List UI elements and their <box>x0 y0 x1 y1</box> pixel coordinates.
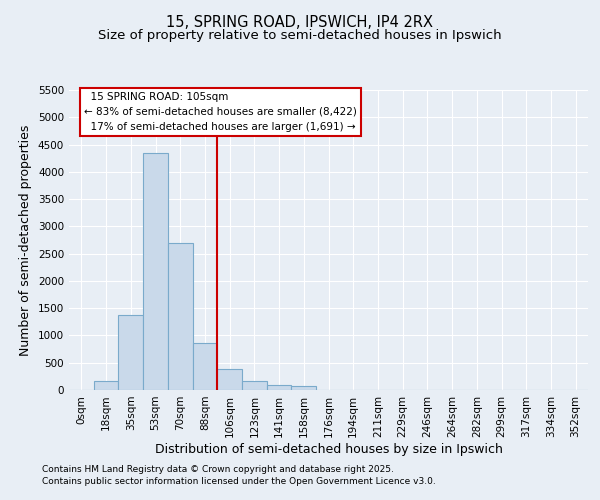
Bar <box>267 384 292 390</box>
Bar <box>217 368 242 390</box>
Bar <box>168 242 193 390</box>
X-axis label: Distribution of semi-detached houses by size in Ipswich: Distribution of semi-detached houses by … <box>155 442 502 456</box>
Text: Contains public sector information licensed under the Open Government Licence v3: Contains public sector information licen… <box>42 476 436 486</box>
Bar <box>242 380 267 390</box>
Bar <box>193 342 217 390</box>
Text: Contains HM Land Registry data © Crown copyright and database right 2025.: Contains HM Land Registry data © Crown c… <box>42 466 394 474</box>
Bar <box>143 152 168 390</box>
Text: 15, SPRING ROAD, IPSWICH, IP4 2RX: 15, SPRING ROAD, IPSWICH, IP4 2RX <box>167 15 433 30</box>
Bar <box>94 380 118 390</box>
Y-axis label: Number of semi-detached properties: Number of semi-detached properties <box>19 124 32 356</box>
Bar <box>292 386 316 390</box>
Text: Size of property relative to semi-detached houses in Ipswich: Size of property relative to semi-detach… <box>98 28 502 42</box>
Bar <box>118 314 143 390</box>
Text: 15 SPRING ROAD: 105sqm
← 83% of semi-detached houses are smaller (8,422)
  17% o: 15 SPRING ROAD: 105sqm ← 83% of semi-det… <box>84 92 357 132</box>
